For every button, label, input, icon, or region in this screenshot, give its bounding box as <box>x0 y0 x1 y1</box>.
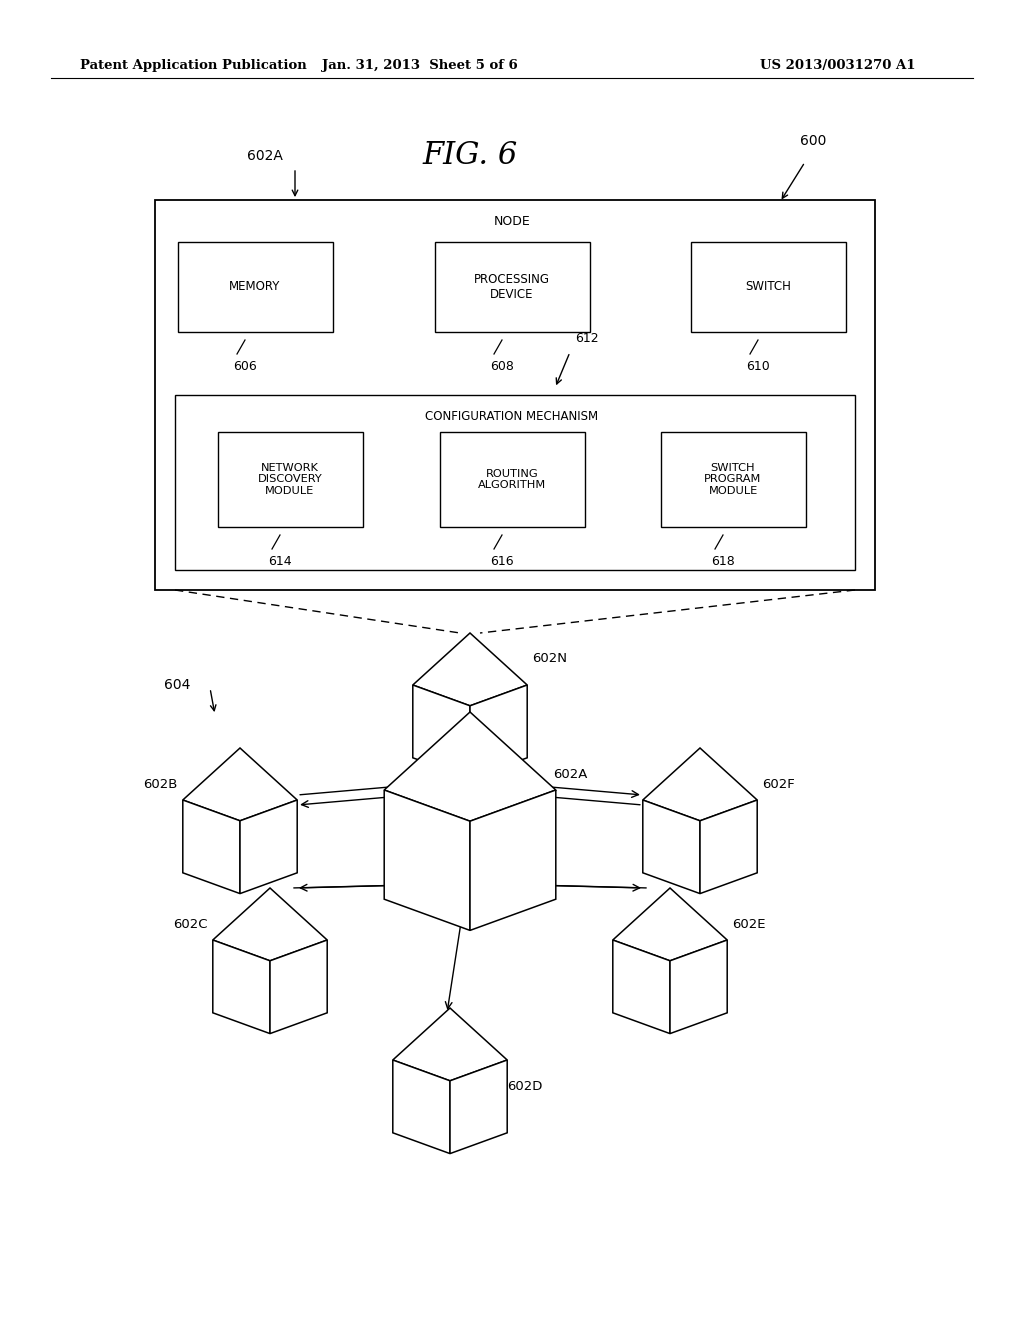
Text: MEMORY: MEMORY <box>229 281 281 293</box>
Polygon shape <box>670 940 727 1034</box>
Polygon shape <box>450 1060 507 1154</box>
Text: 602E: 602E <box>732 917 766 931</box>
Text: 602A: 602A <box>553 768 588 781</box>
Text: 614: 614 <box>268 554 292 568</box>
Text: NODE: NODE <box>494 215 530 228</box>
Polygon shape <box>384 711 556 821</box>
Bar <box>434 242 590 333</box>
Bar <box>175 395 855 570</box>
Polygon shape <box>270 940 328 1034</box>
Polygon shape <box>470 789 556 931</box>
Text: 604: 604 <box>164 678 190 692</box>
Text: SWITCH
PROGRAM
MODULE: SWITCH PROGRAM MODULE <box>705 463 762 496</box>
Polygon shape <box>393 1008 507 1081</box>
Bar <box>660 432 806 527</box>
Text: 606: 606 <box>233 360 257 374</box>
Text: ROUTING
ALGORITHM: ROUTING ALGORITHM <box>478 469 546 490</box>
Polygon shape <box>643 800 700 894</box>
Text: 616: 616 <box>490 554 514 568</box>
Polygon shape <box>612 888 727 961</box>
Polygon shape <box>413 685 470 779</box>
Text: FIG. 6: FIG. 6 <box>422 140 517 170</box>
Polygon shape <box>384 789 470 931</box>
Text: Jan. 31, 2013  Sheet 5 of 6: Jan. 31, 2013 Sheet 5 of 6 <box>323 58 518 71</box>
Text: Patent Application Publication: Patent Application Publication <box>80 58 307 71</box>
Text: 602D: 602D <box>507 1080 543 1093</box>
Polygon shape <box>413 634 527 706</box>
Text: 602N: 602N <box>532 652 567 665</box>
Text: 602C: 602C <box>173 917 208 931</box>
Polygon shape <box>213 888 328 961</box>
Text: PROCESSING
DEVICE: PROCESSING DEVICE <box>474 273 550 301</box>
Polygon shape <box>393 1060 450 1154</box>
Text: 602F: 602F <box>763 777 796 791</box>
Text: 600: 600 <box>800 135 826 148</box>
Polygon shape <box>183 748 297 821</box>
Text: 602A: 602A <box>247 149 283 162</box>
Polygon shape <box>213 940 270 1034</box>
Polygon shape <box>470 685 527 779</box>
Polygon shape <box>183 800 240 894</box>
Text: 610: 610 <box>746 360 770 374</box>
Bar <box>155 201 874 590</box>
Text: 612: 612 <box>575 333 599 345</box>
Text: SWITCH: SWITCH <box>745 281 791 293</box>
Text: 608: 608 <box>490 360 514 374</box>
Text: US 2013/0031270 A1: US 2013/0031270 A1 <box>760 58 915 71</box>
Bar <box>217 432 362 527</box>
Polygon shape <box>643 748 757 821</box>
Text: CONFIGURATION MECHANISM: CONFIGURATION MECHANISM <box>425 411 599 422</box>
Text: NETWORK
DISCOVERY
MODULE: NETWORK DISCOVERY MODULE <box>258 463 323 496</box>
Bar <box>690 242 846 333</box>
Bar <box>177 242 333 333</box>
Polygon shape <box>612 940 670 1034</box>
Polygon shape <box>700 800 757 894</box>
Bar <box>439 432 585 527</box>
Text: 602B: 602B <box>143 777 177 791</box>
Text: 618: 618 <box>711 554 735 568</box>
Polygon shape <box>240 800 297 894</box>
